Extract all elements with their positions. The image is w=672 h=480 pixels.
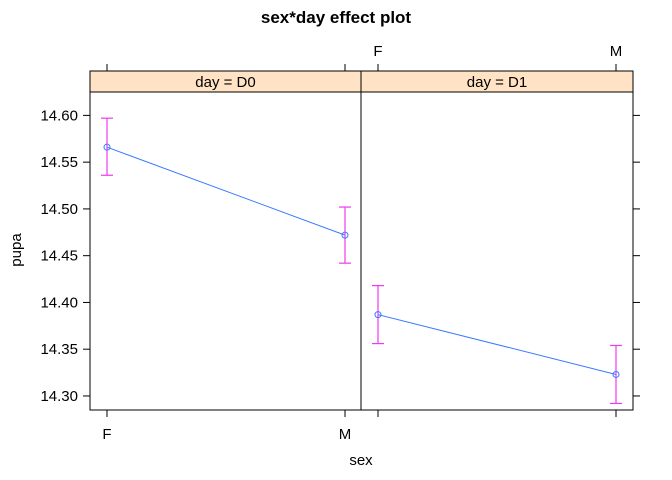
x-axis-label: sex — [349, 452, 373, 469]
effect-line — [106, 146, 346, 236]
strip-label: day = D1 — [467, 74, 527, 91]
y-tick-label: 14.45 — [40, 248, 78, 265]
data-point — [374, 311, 382, 319]
y-axis-label: pupa — [8, 233, 25, 267]
y-tick-label: 14.30 — [40, 388, 78, 405]
data-point — [612, 370, 620, 378]
panel-frame — [360, 91, 634, 411]
y-tick-label: 14.40 — [40, 294, 78, 311]
panel-frame — [89, 91, 362, 411]
y-tick-label: 14.55 — [40, 154, 78, 171]
strip-label: day = D0 — [195, 74, 255, 91]
x-tick-label: F — [373, 43, 382, 60]
x-tick-label: M — [339, 426, 352, 443]
effect-line — [377, 314, 617, 375]
x-tick-label: M — [610, 43, 623, 60]
data-point — [341, 231, 349, 239]
chart-title: sex*day effect plot — [261, 8, 412, 27]
y-tick-label: 14.60 — [40, 107, 78, 124]
data-point — [103, 143, 111, 151]
y-tick-label: 14.50 — [40, 201, 78, 218]
y-tick-label: 14.35 — [40, 341, 78, 358]
x-tick-label: F — [102, 426, 111, 443]
